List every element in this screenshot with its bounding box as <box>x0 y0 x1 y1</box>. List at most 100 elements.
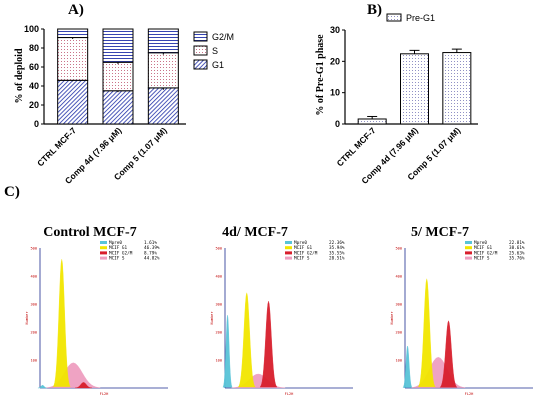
histogram-title: Control MCF-7 <box>43 225 136 240</box>
histogram-legend-value: 28.51% <box>329 256 345 262</box>
chart-b-y-tick-label: 30 <box>330 25 340 35</box>
chart-a-legend-swatch <box>193 45 208 56</box>
chart-a-category-label: CTRL MCF-7 <box>35 125 78 168</box>
chart-b-legend-label: Pre-G1 <box>406 13 435 23</box>
chart-b-category-label: CTRL MCF-7 <box>335 125 378 168</box>
chart-a-y-tick-label: 0 <box>34 119 39 129</box>
histogram-pre-g1-peak <box>222 315 233 388</box>
histogram-y-tick-label: 200 <box>31 331 38 335</box>
histogram-legend-swatch <box>465 246 472 250</box>
histogram-legend-label: MCIF S <box>474 256 490 262</box>
chart-b-bar <box>400 53 429 125</box>
chart-a-bar-segment <box>57 79 89 125</box>
histogram-y-tick-label: 100 <box>31 359 38 363</box>
histogram-y-tick-label: 200 <box>396 331 403 335</box>
chart-a-bar-segment <box>147 28 179 54</box>
histogram-legend-label: MCIF G2/M <box>474 250 498 256</box>
histogram-g1-peak <box>237 292 256 388</box>
histogram-legend-label: Mpre0 <box>294 240 307 246</box>
chart-a-y-tick-label: 80 <box>29 43 39 53</box>
histogram-legend-swatch <box>465 256 472 260</box>
histogram-g2m-peak <box>259 300 278 388</box>
chart-a-y-tick-label: 40 <box>29 81 39 91</box>
histogram-legend-label: MCIF S <box>109 256 125 262</box>
histogram-y-axis-label: Number <box>390 311 394 325</box>
histogram-legend-value: 25.63% <box>509 250 525 256</box>
histogram-legend-swatch <box>285 241 292 244</box>
chart-b-y-tick-label: 20 <box>330 56 340 66</box>
histogram-y-tick-label: 300 <box>216 303 223 307</box>
chart-b-y-axis-label: % of Pre-G1 phase <box>315 34 326 116</box>
histogram-y-axis-label: Number <box>210 311 214 325</box>
chart-b-bar <box>442 52 472 125</box>
histogram-legend-swatch <box>465 251 472 255</box>
histogram-legend-swatch <box>100 246 107 250</box>
histogram-legend-label: MCIF G1 <box>474 245 493 251</box>
histogram-y-tick-label: 100 <box>396 359 403 363</box>
chart-a-legend-swatch <box>193 59 208 70</box>
histogram-y-tick-label: 400 <box>31 275 38 279</box>
histogram-y-tick-label: 300 <box>31 303 38 307</box>
histogram-g2m-peak <box>75 382 92 389</box>
chart-a-bar-segment <box>57 28 89 39</box>
histogram-legend-swatch <box>465 241 472 244</box>
histogram-g2m-peak <box>439 320 458 388</box>
histogram-y-axis-label: Number <box>25 311 29 325</box>
histogram-x-axis-label: FL2H <box>100 392 109 396</box>
panel-label-c: C) <box>4 184 20 200</box>
histogram-title: 5/ MCF-7 <box>411 225 469 240</box>
histogram-x-axis-label: FL2H <box>285 392 294 396</box>
chart-a-y-tick-label: 60 <box>29 62 39 72</box>
chart-a-legend-label: G2/M <box>212 32 234 42</box>
histogram-legend-value: 1.61% <box>144 240 157 246</box>
histogram-y-tick-label: 400 <box>216 275 223 279</box>
chart-b-y-tick-label: 10 <box>330 88 340 98</box>
chart-a-y-axis-label: % of deploid <box>14 48 25 103</box>
histogram-legend-swatch <box>285 256 292 260</box>
chart-a-legend-swatch <box>193 31 208 42</box>
histogram-pre-g1-peak <box>402 345 413 388</box>
histogram-legend-swatch <box>100 251 107 255</box>
panel-label-b: B) <box>367 2 382 18</box>
histogram-legend-label: Mpre0 <box>474 240 487 246</box>
flow-cytometry-histograms: Control MCF-7 Number 100 200 300 400 500 FL2H Mp… <box>25 225 533 396</box>
histogram-legend-swatch <box>285 246 292 250</box>
histogram-y-tick-label: 500 <box>396 247 403 251</box>
histogram-legend-value: 44.82% <box>144 256 160 262</box>
chart-a-bar-segment <box>102 61 134 92</box>
histogram-s-phase-peak <box>411 356 466 388</box>
histogram-legend-value: 35.55% <box>329 250 345 256</box>
histogram-legend-value: 35.76% <box>509 256 525 262</box>
histogram-y-tick-label: 500 <box>216 247 223 251</box>
histogram-y-tick-label: 500 <box>31 247 38 251</box>
chart-a-bar-segment <box>147 52 179 89</box>
histogram-panel: Control MCF-7 Number 100 200 300 400 500 FL2H Mp… <box>25 225 168 396</box>
histogram-legend-label: MCIF G2/M <box>294 250 318 256</box>
chart-a-y-tick-label: 100 <box>24 24 39 34</box>
panel-label-a: A) <box>68 2 84 18</box>
histogram-legend-swatch <box>100 241 107 244</box>
chart-b-y-tick-label: 0 <box>335 119 340 129</box>
histogram-legend-value: 22.81% <box>509 240 525 246</box>
chart-a-y-tick-label: 20 <box>29 100 39 110</box>
histogram-legend-value: 38.61% <box>509 245 525 251</box>
histogram-legend-value: 35.94% <box>329 245 345 251</box>
histogram-panel: 4d/ MCF-7 Number 100 200 300 400 500 FL2H Mpre0 2… <box>210 225 353 396</box>
histogram-legend-value: 8.79% <box>144 250 157 256</box>
histogram-y-tick-label: 100 <box>216 359 223 363</box>
histogram-x-axis-label: FL2H <box>465 392 474 396</box>
histogram-legend-value: 46.39% <box>144 245 160 251</box>
chart-a-legend-label: G1 <box>212 60 224 70</box>
histogram-legend-label: MCIF G1 <box>294 245 313 251</box>
chart-a-legend-label: S <box>212 46 218 56</box>
histogram-legend-label: Mpre0 <box>109 240 122 246</box>
histogram-legend-value: 22.36% <box>329 240 345 246</box>
histogram-legend-label: MCIF S <box>294 256 310 262</box>
chart-a-bar-segment <box>57 37 89 81</box>
histogram-legend-label: MCIF G2/M <box>109 250 133 256</box>
histogram-legend-label: MCIF G1 <box>109 245 128 251</box>
histogram-g1-peak <box>417 278 436 387</box>
